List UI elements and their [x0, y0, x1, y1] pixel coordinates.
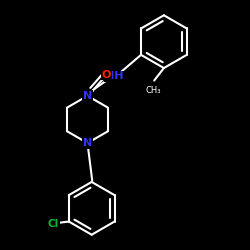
Text: N: N: [83, 138, 92, 148]
Text: CH₃: CH₃: [145, 86, 160, 94]
Text: N: N: [83, 91, 92, 101]
Text: NH: NH: [105, 72, 123, 82]
Text: Cl: Cl: [48, 219, 59, 229]
Text: O: O: [102, 70, 111, 80]
